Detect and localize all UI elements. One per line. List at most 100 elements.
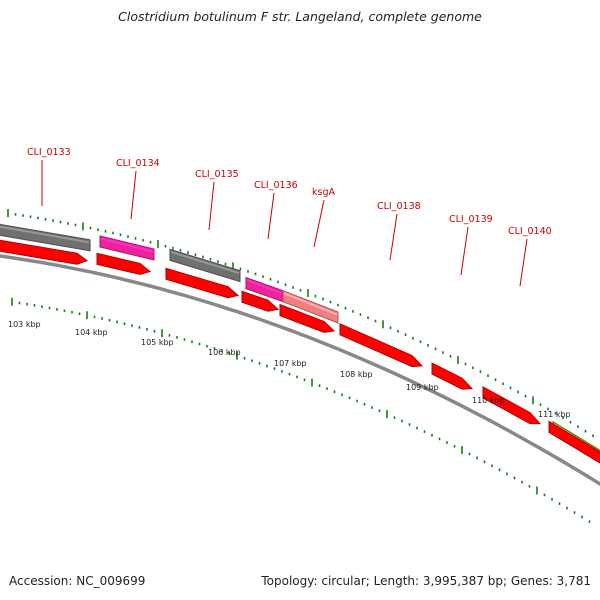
minor-tick [303, 378, 306, 382]
minor-tick [419, 340, 422, 343]
cds-arrow-highlight [166, 269, 227, 290]
minor-tick [566, 506, 568, 510]
minor-tick [359, 313, 362, 316]
major-tick [457, 356, 459, 365]
inner-tick-ring [11, 297, 591, 523]
kbp-label: 111 kbp [538, 410, 571, 419]
minor-tick [29, 215, 32, 219]
minor-tick [116, 320, 118, 324]
minor-tick [14, 213, 17, 216]
major-tick [232, 262, 234, 271]
genome-summary-text: Topology: circular; Length: 3,995,387 bp… [261, 574, 591, 588]
major-tick [311, 378, 313, 387]
minor-tick [337, 303, 339, 307]
cds-arrow-highlight [432, 364, 461, 381]
minor-tick [404, 333, 407, 336]
minor-tick [266, 364, 268, 368]
minor-tick [464, 362, 467, 366]
minor-tick [341, 393, 343, 397]
gene-label: CLI_0136 [254, 180, 298, 191]
minor-tick [59, 220, 62, 224]
minor-tick [393, 416, 396, 419]
minor-tick [318, 384, 321, 387]
minor-tick [281, 370, 283, 373]
minor-tick [288, 372, 291, 376]
major-tick [386, 410, 388, 419]
minor-tick [483, 460, 486, 464]
gene-block-dark-highlight [170, 250, 240, 275]
minor-tick [524, 394, 527, 398]
minor-tick [33, 304, 36, 307]
minor-tick [352, 310, 354, 313]
minor-tick [427, 343, 429, 347]
major-tick [82, 222, 84, 231]
minor-tick [446, 441, 448, 444]
minor-tick [251, 359, 253, 363]
cds-arrow-highlight [242, 292, 267, 303]
minor-tick [412, 336, 414, 340]
label-leader-line [313, 199, 325, 248]
minor-tick [74, 223, 77, 227]
minor-tick [179, 249, 182, 252]
minor-tick [26, 302, 28, 306]
map-title: Clostridium botulinum F str. Langeland, … [118, 9, 482, 24]
minor-tick [258, 362, 261, 365]
minor-tick [431, 433, 433, 437]
minor-tick [554, 412, 557, 415]
label-leader-line [130, 170, 137, 220]
minor-tick [206, 344, 208, 348]
label-leader-line [460, 226, 469, 276]
minor-tick [333, 390, 336, 393]
minor-tick [356, 399, 358, 403]
minor-tick [348, 396, 351, 400]
minor-tick [18, 301, 21, 305]
gene-label: CLI_0139 [449, 214, 493, 225]
minor-tick [37, 216, 39, 220]
minor-tick [56, 308, 58, 311]
gene-label: CLI_0133 [27, 147, 71, 158]
minor-tick [228, 351, 231, 355]
label-leader-line [208, 181, 215, 231]
minor-tick [551, 497, 553, 501]
minor-tick [577, 425, 579, 428]
outer-tick-ring [7, 209, 594, 438]
minor-tick [539, 403, 542, 406]
minor-tick [562, 416, 564, 420]
label-leader-line [267, 192, 275, 240]
kbp-label: 110 kbp [472, 396, 505, 405]
gene-label: ksgA [312, 187, 335, 198]
minor-tick [134, 237, 137, 240]
minor-tick [112, 231, 114, 235]
major-tick [86, 311, 88, 320]
cds-arrow-highlight [97, 254, 139, 267]
minor-tick [449, 355, 452, 358]
minor-tick [517, 390, 519, 394]
gene-block-dark-highlight [0, 225, 90, 244]
minor-tick [498, 468, 501, 472]
minor-tick [48, 306, 51, 310]
minor-tick [374, 319, 377, 323]
minor-tick [401, 419, 403, 423]
major-tick [161, 329, 163, 338]
minor-tick [138, 326, 141, 329]
kbp-label: 109 kbp [406, 383, 439, 392]
minor-tick [438, 437, 441, 441]
kbp-label: 103 kbp [8, 320, 41, 329]
minor-tick [378, 409, 381, 413]
minor-tick [269, 277, 272, 281]
minor-tick [104, 230, 107, 233]
minor-tick [164, 244, 167, 248]
minor-tick [367, 316, 369, 320]
gene-block-magenta-highlight [100, 237, 154, 253]
minor-tick [168, 334, 171, 337]
minor-tick [513, 476, 516, 480]
minor-tick [442, 351, 444, 354]
minor-tick [123, 322, 126, 326]
minor-tick [176, 336, 178, 339]
minor-tick [44, 217, 47, 221]
minor-tick [296, 375, 298, 379]
minor-tick [506, 472, 508, 476]
minor-tick [243, 356, 246, 360]
minor-tick [581, 515, 583, 519]
